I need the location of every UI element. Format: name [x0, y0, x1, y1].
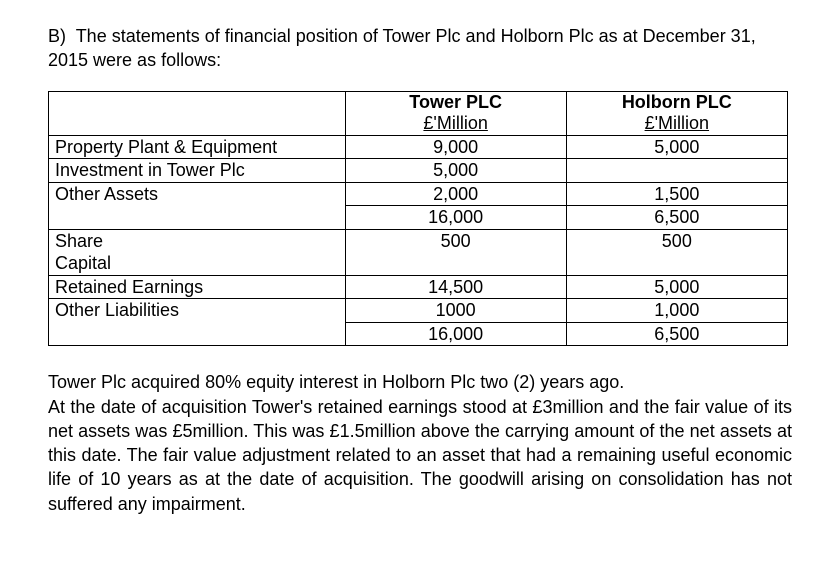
header-col1-unit: £'Million	[423, 113, 487, 135]
row-c1: 16,000	[345, 206, 566, 230]
row-c1: 500	[345, 229, 566, 252]
question-intro-text: The statements of financial position of …	[48, 26, 756, 70]
row-label	[49, 206, 346, 230]
row-c1: 2,000	[345, 182, 566, 206]
table-row: Investment in Tower Plc 5,000	[49, 159, 788, 183]
header-blank	[49, 91, 346, 135]
row-c2: 6,500	[566, 322, 787, 346]
row-label: Other Liabilities	[49, 299, 346, 323]
row-c2: 5,000	[566, 135, 787, 159]
narrative-line-2: At the date of acquisition Tower's retai…	[48, 397, 792, 514]
row-c2: 5,000	[566, 275, 787, 299]
table-row: Other Assets 2,000 1,500	[49, 182, 788, 206]
row-c1: 9,000	[345, 135, 566, 159]
header-col1: Tower PLC £'Million	[345, 91, 566, 135]
table-row: Share 500 500	[49, 229, 788, 252]
row-c2: 1,000	[566, 299, 787, 323]
row-c1: 16,000	[345, 322, 566, 346]
row-c1	[345, 252, 566, 275]
question-label: B)	[48, 26, 66, 46]
row-c2	[566, 252, 787, 275]
table-row: 16,000 6,500	[49, 206, 788, 230]
row-label: Investment in Tower Plc	[49, 159, 346, 183]
row-label: Other Assets	[49, 182, 346, 206]
document-page: B) The statements of financial position …	[0, 0, 828, 540]
row-label: Capital	[49, 252, 346, 275]
row-c1: 1000	[345, 299, 566, 323]
row-c2: 500	[566, 229, 787, 252]
table-header-row: Tower PLC £'Million Holborn PLC £'Millio…	[49, 91, 788, 135]
narrative-block: Tower Plc acquired 80% equity interest i…	[48, 370, 792, 516]
row-label: Retained Earnings	[49, 275, 346, 299]
table-row: 16,000 6,500	[49, 322, 788, 346]
header-col2-name: Holborn PLC	[622, 92, 732, 114]
row-c2: 1,500	[566, 182, 787, 206]
row-c2	[566, 159, 787, 183]
table-row: Property Plant & Equipment 9,000 5,000	[49, 135, 788, 159]
row-label: Share	[49, 229, 346, 252]
header-col2-unit: £'Million	[645, 113, 709, 135]
question-intro: B) The statements of financial position …	[48, 24, 792, 73]
financial-position-table: Tower PLC £'Million Holborn PLC £'Millio…	[48, 91, 788, 347]
header-col2: Holborn PLC £'Million	[566, 91, 787, 135]
header-col1-name: Tower PLC	[409, 92, 502, 114]
table-row: Capital	[49, 252, 788, 275]
narrative-line-1: Tower Plc acquired 80% equity interest i…	[48, 372, 624, 392]
row-c2: 6,500	[566, 206, 787, 230]
row-label: Property Plant & Equipment	[49, 135, 346, 159]
row-c1: 5,000	[345, 159, 566, 183]
row-label	[49, 322, 346, 346]
table-row: Retained Earnings 14,500 5,000	[49, 275, 788, 299]
table-row: Other Liabilities 1000 1,000	[49, 299, 788, 323]
row-c1: 14,500	[345, 275, 566, 299]
